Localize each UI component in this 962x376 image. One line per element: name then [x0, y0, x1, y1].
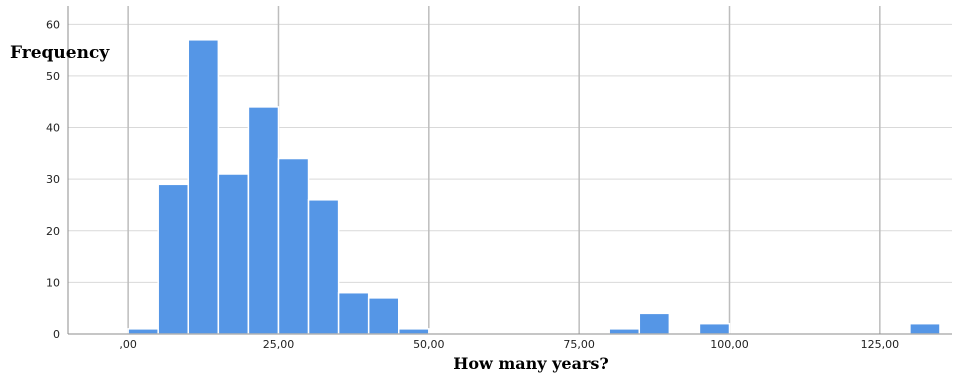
bar-5	[277, 157, 310, 335]
bar-6	[307, 199, 340, 335]
y-tick-label-5: 50	[46, 70, 60, 83]
x-tick-label-1: 25,00	[263, 338, 295, 351]
y-tick-labels: 0 10 20 30 40 50 60	[46, 18, 60, 341]
y-tick-label-4: 40	[46, 122, 60, 135]
x-axis-label: How many years?	[453, 354, 609, 373]
bar-7	[337, 291, 370, 335]
y-tick-label-1: 10	[46, 276, 60, 289]
y-tick-label-3: 30	[46, 173, 60, 186]
y-tick-label-2: 20	[46, 225, 60, 238]
bar-4	[247, 106, 280, 335]
bar-10	[608, 328, 641, 335]
bar-13	[909, 322, 941, 335]
y-tick-label-6: 60	[46, 18, 60, 31]
x-tick-label-3: 75,00	[563, 338, 595, 351]
bar-0	[127, 328, 159, 335]
bar-2	[187, 39, 220, 335]
bar-12	[698, 322, 731, 335]
x-tick-labels: ,00 25,00 50,00 75,00 100,00 125,00	[119, 338, 899, 351]
x-tick-label-2: 50,00	[413, 338, 445, 351]
x-tick-label-0: ,00	[119, 338, 137, 351]
bar-3	[217, 173, 250, 335]
vertical-gridlines	[127, 6, 881, 334]
y-axis-label: Frequency	[10, 43, 110, 63]
bar-1	[157, 183, 190, 335]
histogram-bars	[127, 39, 941, 335]
bar-9	[397, 328, 430, 335]
bar-8	[367, 297, 400, 335]
bar-11	[638, 312, 671, 335]
x-tick-label-5: 125,00	[861, 338, 900, 351]
y-tick-label-0: 0	[53, 328, 60, 341]
x-tick-label-4: 100,00	[710, 338, 749, 351]
